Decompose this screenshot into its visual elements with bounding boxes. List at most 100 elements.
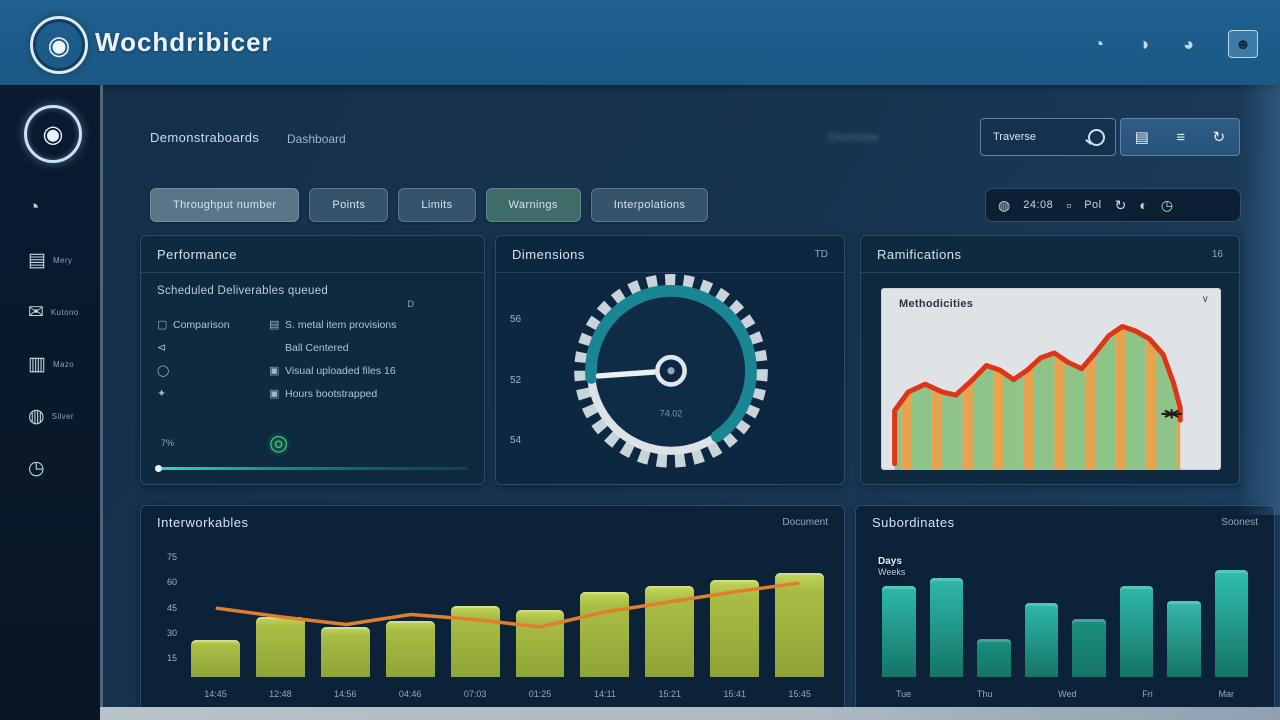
refresh-icon[interactable]: ↻ [1114, 196, 1127, 213]
bell-icon[interactable]: ◔ [1093, 33, 1105, 54]
subordinates-card: Subordinates Soonest Days Weeks Tue Thu Wed… [855, 505, 1275, 712]
refresh-view-button[interactable]: ↻ [1212, 129, 1226, 146]
x-tick-label: 15:21 [658, 689, 682, 699]
filter-chip[interactable]: Interpolations [590, 188, 709, 222]
sidebar-item-orbit-icon: ◔ [28, 197, 40, 218]
breadcrumb-primary[interactable]: Demonstraboards [150, 130, 260, 145]
avatar[interactable]: ☻ [1228, 30, 1258, 58]
bar [1072, 618, 1106, 677]
scribble-marker-icon [1162, 409, 1182, 418]
search-input[interactable] [991, 130, 1080, 144]
x-tick-label: 01:25 [528, 689, 552, 699]
interworkables-card: Interworkables Document 75 60 45 30 15 14:45… [140, 505, 845, 712]
x-tick-label: Fri [1142, 689, 1153, 699]
filter-chip[interactable]: Throughput number [150, 188, 300, 222]
sidebar-item-label: Silver [51, 411, 74, 421]
x-tick-label: Mar [1218, 689, 1234, 699]
subordinates-card-header: Subordinates Soonest [856, 506, 1274, 538]
bar [580, 592, 630, 677]
sidebar-item-clock[interactable]: ◷ [0, 453, 100, 483]
sidebar: ◉ ◔ ▤ Mery ✉ Kutono ▥ Mazo ◍ Silver ◷ [0, 85, 103, 720]
toolbar-text: Pol [1084, 199, 1102, 211]
filter-chip[interactable]: Limits [398, 188, 476, 222]
breadcrumb-secondary[interactable]: Dashboard [287, 132, 346, 146]
gauge: 74.02 [571, 264, 771, 474]
bar [515, 609, 565, 677]
sidebar-item-clock-icon: ◷ [28, 457, 45, 479]
filter-chip[interactable]: Warnings [485, 188, 581, 222]
brand-title: Wochdribicer [95, 27, 273, 57]
ramifications-card: Ramifications 16 Methodicities ∨ [860, 235, 1240, 485]
collapse-caret-icon[interactable]: ∨ [1201, 294, 1209, 305]
subordinates-chart [872, 550, 1258, 677]
bar [977, 638, 1011, 677]
performance-card: Performance Scheduled Deliverables queue… [140, 235, 485, 485]
sidebar-item-label: Mazo [52, 359, 75, 369]
x-tick-label: 07:03 [463, 689, 487, 699]
dimensions-card-title: Dimensions [512, 246, 585, 262]
ramifications-card-title: Ramifications [877, 246, 962, 262]
history-icon[interactable]: ◕ [1183, 33, 1194, 54]
layers-view-button[interactable]: ▤ [1134, 129, 1149, 146]
search-box [980, 118, 1116, 156]
y-tick-label: 75 [166, 552, 177, 562]
bar [1024, 603, 1058, 677]
progress-start-dot [155, 465, 162, 472]
sidebar-item-mery[interactable]: ▤ Mery [0, 245, 100, 275]
performance-subtitle: Scheduled Deliverables queued [157, 285, 329, 297]
row-right-text: Ball Centered [285, 341, 349, 354]
row-right-icon: ▣ [269, 365, 280, 377]
top-bar: ◉ Wochdribicer ◔ ◑ ◕ ☻ [0, 0, 1280, 85]
gauge-tick-label: 54 [510, 435, 522, 446]
view-button-group: ▤ ≡ ↻ [1120, 118, 1240, 156]
search-icon[interactable] [1088, 128, 1105, 146]
status-icon[interactable]: ◍ [998, 196, 1011, 213]
bar [1167, 600, 1201, 677]
list-item[interactable]: ◯ ▣ Visual uploaded files 16 [157, 359, 468, 382]
row-right-text: Hours bootstrapped [285, 387, 378, 400]
target-icon: ◎ [269, 430, 289, 455]
sidebar-item-silver[interactable]: ◍ Silver [0, 401, 100, 431]
list-view-button[interactable]: ≡ [1176, 128, 1186, 146]
sidebar-item-mazo[interactable]: ▥ Mazo [0, 349, 100, 379]
x-tick-label: 14:11 [593, 689, 616, 699]
bar [929, 577, 963, 677]
row-right-text: S. metal item provisions [285, 318, 397, 331]
sidebar-item-kutono-icon: ✉ [28, 301, 44, 323]
bar [320, 627, 370, 677]
performance-progress: 7% ◎ [155, 430, 468, 472]
sidebar-item-orbit[interactable]: ◔ [0, 193, 100, 223]
line-series [185, 552, 830, 677]
row-left-icon: ✦ [157, 388, 167, 400]
row-left-icon: ⊲ [157, 342, 167, 354]
toolbar-text: 24:08 [1023, 199, 1054, 211]
performance-card-header: Performance [141, 236, 484, 273]
plot-area [185, 552, 830, 677]
sidebar-item-mazo-icon: ▥ [28, 353, 46, 375]
sidebar-item-label: Kutono [50, 307, 79, 317]
interworkables-card-title: Interworkables [157, 514, 249, 530]
contrast-icon[interactable]: ◐ [1139, 197, 1148, 213]
gauge-arc [585, 284, 757, 443]
sidebar-item-kutono[interactable]: ✉ Kutono [0, 297, 100, 327]
list-item[interactable]: ▢ Comparison ▤ S. metal item provisions [157, 313, 468, 336]
footer-strip [100, 707, 1280, 720]
ramifications-panel: Methodicities ∨ [881, 288, 1221, 470]
list-item[interactable]: ⊲ Ball Centered [157, 336, 468, 359]
x-tick-label: 15:45 [788, 689, 811, 699]
x-tick-label: Tue [896, 689, 912, 699]
box-icon[interactable]: ▫ [1066, 197, 1072, 213]
clock-icon[interactable]: ◷ [1160, 196, 1174, 213]
y-axis-labels: 75 60 45 30 15 [153, 552, 185, 677]
subordinates-card-badge[interactable]: Soonest [1221, 516, 1258, 528]
sidebar-logo-icon[interactable]: ◉ [24, 105, 82, 163]
gauge-tick-label: 56 [510, 314, 522, 325]
list-item[interactable]: ✦ ▣ Hours bootstrapped [157, 382, 468, 405]
filter-chip[interactable]: Points [309, 188, 389, 222]
ramifications-card-badge: 16 [1211, 248, 1223, 260]
moon-icon[interactable]: ◑ [1138, 33, 1150, 54]
chart-legend: Days Weeks [878, 556, 905, 578]
interworkables-card-badge[interactable]: Document [782, 516, 828, 528]
bar [255, 617, 305, 677]
